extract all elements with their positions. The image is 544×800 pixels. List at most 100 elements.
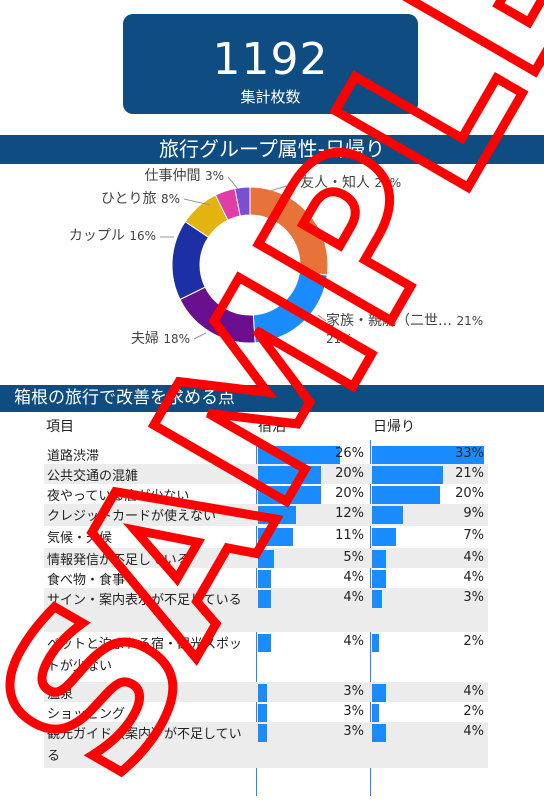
donut-slice-2: [179, 286, 256, 344]
row-label: 公共交通の混雑: [47, 469, 139, 484]
daytrip-bar: [372, 704, 379, 722]
donut-label-0: 友人・知人 26%: [300, 174, 401, 191]
daytrip-percent: 4%: [463, 550, 484, 565]
table-row: 夜やっている店が少ない 20% 20%: [44, 484, 488, 504]
table-row: ペットと泊まれる宿・観光スポットが少ない 4% 2%: [44, 632, 488, 682]
donut-label-4: ひとり旅 8%: [101, 191, 180, 207]
stay-percent: 4%: [343, 590, 364, 605]
table-row: 情報発信が不足している 5% 4%: [44, 548, 488, 568]
stay-bar: [258, 704, 267, 722]
table-row: 食べ物・食事 4% 4%: [44, 568, 488, 588]
daytrip-percent: 33%: [455, 446, 484, 461]
daytrip-percent: 20%: [455, 486, 484, 501]
stay-bar: [258, 506, 296, 524]
donut-label-1: 家族・親戚（二世… 21%: [326, 312, 483, 329]
stay-percent: 20%: [335, 486, 364, 501]
stay-percent: 26%: [335, 446, 364, 461]
table-row: クレジットカードが使えない 12% 9%: [44, 504, 488, 526]
donut-section-title: 旅行グループ属性-日帰り: [0, 135, 544, 164]
daytrip-bar: [372, 506, 403, 524]
stay-bar: [258, 446, 340, 464]
group-attribute-donut-chart: 友人・知人 26% 家族・親戚（二世… 21% 夫婦 18% カップル 16% ひとり旅…: [69, 168, 483, 347]
donut-label-text-6: 仕事仲間: [145, 168, 205, 184]
daytrip-percent: 2%: [463, 634, 484, 649]
stay-bar: [258, 550, 274, 568]
donut-leader-6: [227, 176, 239, 190]
stay-bar: [258, 486, 321, 504]
donut-label-text-0: 友人・知人: [300, 174, 374, 191]
row-label: サイン・案内表示が不足している: [47, 593, 242, 608]
total-count-card: 1192 集計枚数: [123, 14, 418, 114]
daytrip-bar: [372, 724, 386, 742]
donut-label-3: カップル 16%: [69, 228, 156, 244]
donut-label-2: 夫婦 18%: [131, 330, 190, 347]
stay-bar: [258, 634, 271, 652]
total-count-value: 1192: [212, 34, 329, 85]
donut-label-text-3: カップル: [69, 228, 129, 244]
header-stay: 宿泊: [258, 419, 286, 435]
table-row: 道路渋滞 26% 33%: [44, 444, 488, 464]
table-row: ショッピング 3% 2%: [44, 702, 488, 722]
stay-bar: [258, 724, 267, 742]
daytrip-bar: [372, 550, 386, 568]
daytrip-bar: [372, 528, 396, 546]
daytrip-percent: 4%: [463, 684, 484, 699]
daytrip-bar: [372, 684, 386, 702]
stay-percent: 3%: [343, 724, 364, 739]
daytrip-bar: [372, 446, 484, 464]
row-label: 観光ガイド（案内）が不足している: [47, 727, 242, 764]
table-row: サイン・案内表示が不足している 4% 3%: [44, 588, 488, 632]
daytrip-percent: 3%: [463, 590, 484, 605]
table-row: 公共交通の混雑 20% 21%: [44, 464, 488, 484]
stay-percent: 20%: [335, 466, 364, 481]
row-label: 気候・天候: [47, 531, 113, 546]
stay-percent: 3%: [343, 684, 364, 699]
daytrip-bar: [372, 634, 379, 652]
row-label: 食べ物・食事: [47, 573, 126, 588]
table-section-title: 箱根の旅行で改善を求める点: [0, 385, 544, 412]
header-daytrip: 日帰り: [373, 419, 415, 435]
stay-bar: [258, 590, 271, 608]
row-label: 情報発信が不足している: [47, 553, 190, 568]
daytrip-bar: [372, 466, 443, 484]
donut-label-text-2: 夫婦: [131, 330, 163, 347]
daytrip-percent: 7%: [463, 528, 484, 543]
daytrip-bar: [372, 590, 382, 608]
daytrip-percent: 21%: [455, 466, 484, 481]
stay-percent: 5%: [343, 550, 364, 565]
stay-percent: 3%: [343, 704, 364, 719]
row-label: 夜やっている店が少ない: [47, 489, 190, 504]
header-item: 項目: [46, 419, 74, 435]
stay-percent: 12%: [335, 506, 364, 521]
donut-leader-1: [317, 314, 327, 322]
stay-bar: [258, 466, 321, 484]
table-header: 項目 宿泊 日帰り: [0, 412, 544, 440]
stay-bar: [258, 528, 293, 546]
donut-slice-6: [234, 186, 251, 217]
daytrip-bar: [372, 570, 386, 588]
daytrip-bar: [372, 486, 440, 504]
donut-label-pct-6: 3%: [205, 169, 224, 183]
donut-leader-0: [269, 182, 297, 192]
daytrip-percent: 9%: [463, 506, 484, 521]
row-label: ショッピング: [47, 707, 126, 722]
donut-leader-4: [183, 198, 211, 206]
table-row: 観光ガイド（案内）が不足している 3% 4%: [44, 722, 488, 768]
donut-label-pct-1: 21%: [456, 314, 483, 328]
row-label: 道路渋滞: [47, 449, 100, 464]
stay-percent: 4%: [343, 570, 364, 585]
row-label: クレジットカードが使えない: [47, 509, 217, 524]
row-label: ペットと泊まれる宿・観光スポットが少ない: [47, 637, 243, 674]
donut-leader-2: [193, 332, 207, 340]
table-row: 温泉 3% 4%: [44, 682, 488, 702]
donut-label-6: 仕事仲間 3%: [145, 168, 225, 184]
stay-percent: 11%: [335, 528, 364, 543]
stay-bar: [258, 570, 271, 588]
donut-label-pct-0: 26%: [374, 176, 401, 190]
table-row: 気候・天候 11% 7%: [44, 526, 488, 548]
donut-label-pct-wrap-1: 21%: [326, 332, 353, 346]
daytrip-percent: 2%: [463, 704, 484, 719]
donut-label-text-4: ひとり旅: [101, 191, 161, 207]
donut-slice-0: [249, 186, 329, 276]
daytrip-percent: 4%: [463, 724, 484, 739]
